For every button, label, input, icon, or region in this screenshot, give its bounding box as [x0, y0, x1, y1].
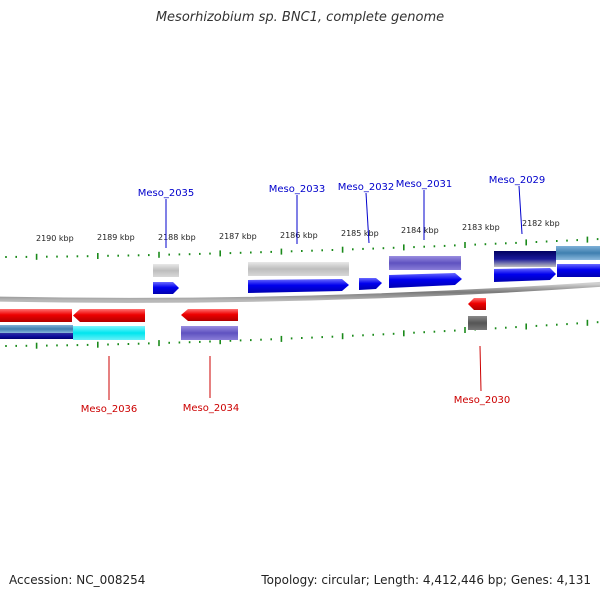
map-title: Mesorhizobium sp. BNC1, complete genome — [155, 10, 445, 25]
scale-labels: 2190 kbp 2189 kbp 2188 kbp 2187 kbp 2186… — [36, 219, 560, 243]
gene-label-meso-2036[interactable]: Meso_2036 — [81, 404, 138, 415]
gene-arrow-meso-2030[interactable] — [468, 298, 486, 310]
homolog-bar — [248, 262, 349, 276]
homolog-bar — [153, 264, 179, 277]
gene-arrow-meso-2035[interactable] — [153, 282, 179, 294]
homolog-bar — [0, 325, 73, 333]
accession-text: Accession: NC_008254 — [9, 573, 146, 587]
homolog-bar — [389, 256, 461, 270]
gene-label-meso-2031[interactable]: Meso_2031 — [396, 179, 453, 190]
homolog-bar — [73, 326, 145, 340]
homolog-bar — [468, 316, 487, 330]
scale-label: 2188 kbp — [158, 233, 196, 242]
scale-label: 2186 kbp — [280, 231, 318, 240]
gene-label-meso-2033[interactable]: Meso_2033 — [269, 184, 326, 195]
scale-label: 2189 kbp — [97, 233, 135, 242]
callout-lines — [108, 185, 523, 400]
gene-label-meso-2030[interactable]: Meso_2030 — [454, 395, 511, 406]
tick-row-upper — [5, 236, 599, 260]
gene-label-meso-2035[interactable]: Meso_2035 — [138, 188, 195, 199]
scale-label: 2187 kbp — [219, 232, 257, 241]
homolog-bar — [0, 333, 73, 339]
tick-row-lower — [5, 319, 599, 349]
gene-label-meso-2029[interactable]: Meso_2029 — [489, 175, 546, 186]
gene-label-meso-2032[interactable]: Meso_2032 — [338, 182, 395, 193]
scale-label: 2185 kbp — [341, 229, 379, 238]
scale-label: 2183 kbp — [462, 223, 500, 232]
gene-arrow-meso-2032[interactable] — [359, 278, 382, 290]
gene-arrow-meso-2031[interactable] — [389, 273, 462, 288]
gene-arrow-meso-2034[interactable] — [181, 309, 238, 321]
topology-text: Topology: circular; Length: 4,412,446 bp… — [261, 573, 591, 587]
scale-label: 2184 kbp — [401, 226, 439, 235]
gene-arrow-forward-edge[interactable] — [557, 264, 600, 277]
homolog-bar — [556, 246, 600, 260]
gene-arrow-reverse-edge[interactable] — [0, 309, 72, 322]
gene-arrow-meso-2029[interactable] — [494, 268, 556, 282]
gene-arrow-meso-2036[interactable] — [73, 309, 145, 322]
genome-backbone — [0, 281, 600, 303]
gene-arrow-meso-2033[interactable] — [248, 279, 349, 293]
homolog-bar — [494, 251, 556, 267]
gene-label-meso-2034[interactable]: Meso_2034 — [183, 403, 240, 414]
scale-label: 2182 kbp — [522, 219, 560, 228]
gene-labels: Meso_2035 Meso_2033 Meso_2032 Meso_2031 … — [81, 175, 546, 415]
homolog-bar — [181, 326, 238, 340]
scale-label: 2190 kbp — [36, 234, 74, 243]
